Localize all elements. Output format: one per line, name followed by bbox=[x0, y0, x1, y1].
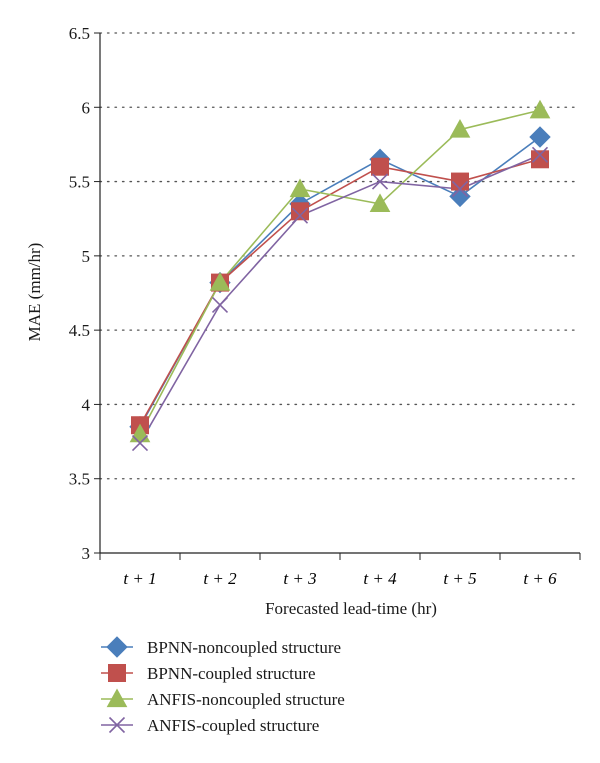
x-tick-label: t + 6 bbox=[523, 569, 557, 588]
data-point-triangle bbox=[369, 193, 391, 212]
data-point-square bbox=[451, 172, 469, 191]
axes bbox=[99, 33, 580, 554]
y-tick-label: 5 bbox=[82, 247, 91, 266]
y-tick-label: 5.5 bbox=[69, 173, 90, 192]
legend-entry: ANFIS-noncoupled structure bbox=[101, 688, 345, 709]
x-axis-ticks: t + 1 t + 2 t + 3 t + 4 t + 5 t + 6 bbox=[99, 553, 581, 588]
x-marker-stroke bbox=[108, 716, 126, 734]
gridlines bbox=[99, 32, 581, 480]
data-point-square bbox=[531, 150, 549, 169]
series-line bbox=[139, 154, 541, 444]
data-point-x bbox=[291, 207, 309, 224]
data-point-triangle bbox=[449, 119, 471, 138]
x-tick-label: t + 5 bbox=[443, 569, 476, 588]
data-point-x bbox=[211, 296, 229, 313]
y-tick-label: 4.5 bbox=[69, 321, 90, 340]
data-point-triangle bbox=[529, 99, 551, 119]
legend-label: ANFIS-noncoupled structure bbox=[147, 690, 345, 709]
data-point-square bbox=[291, 202, 309, 221]
y-axis-ticks: 3 3.5 4 4.5 5 5.5 6 6.5 bbox=[69, 24, 100, 563]
y-tick-label: 4 bbox=[82, 395, 91, 414]
data-point-triangle bbox=[289, 178, 311, 198]
x-marker-stroke bbox=[451, 180, 469, 198]
x-marker-stroke bbox=[291, 207, 309, 224]
x-tick-label: t + 3 bbox=[283, 569, 316, 588]
legend-marker-square bbox=[108, 664, 126, 682]
legend-label: ANFIS-coupled structure bbox=[147, 716, 319, 735]
legend-entry: BPNN-coupled structure bbox=[101, 664, 316, 683]
legend-entry: ANFIS-coupled structure bbox=[101, 716, 319, 735]
data-point-diamond bbox=[449, 185, 471, 208]
legend: BPNN-noncoupled structure BPNN-coupled st… bbox=[101, 636, 345, 735]
x-tick-label: t + 4 bbox=[363, 569, 397, 588]
legend-marker-x bbox=[108, 716, 126, 734]
data-point-x bbox=[131, 434, 149, 452]
y-axis-title: MAE (mm/hr) bbox=[25, 243, 44, 342]
y-tick-label: 6 bbox=[82, 98, 91, 117]
series-layer bbox=[129, 99, 551, 452]
x-axis-title: Forecasted lead-time (hr) bbox=[265, 599, 437, 618]
y-tick-label: 3.5 bbox=[69, 470, 90, 489]
legend-label: BPNN-noncoupled structure bbox=[147, 638, 341, 657]
x-marker-stroke bbox=[131, 434, 149, 452]
x-marker-stroke bbox=[531, 146, 549, 163]
y-tick-label: 3 bbox=[82, 544, 91, 563]
legend-entry: BPNN-noncoupled structure bbox=[101, 636, 341, 658]
data-point-x bbox=[451, 180, 469, 198]
x-tick-label: t + 2 bbox=[203, 569, 237, 588]
x-marker-stroke bbox=[371, 173, 389, 190]
data-point-square bbox=[371, 157, 389, 176]
series-line bbox=[139, 109, 541, 435]
data-point-triangle bbox=[209, 272, 231, 291]
data-point-x bbox=[531, 146, 549, 163]
y-tick-label: 6.5 bbox=[69, 24, 90, 43]
x-tick-label: t + 1 bbox=[123, 569, 156, 588]
x-marker-stroke bbox=[211, 296, 229, 313]
legend-marker-triangle bbox=[106, 688, 128, 708]
legend-label: BPNN-coupled structure bbox=[147, 664, 316, 683]
data-point-x bbox=[371, 173, 389, 190]
legend-marker-diamond bbox=[106, 636, 128, 658]
data-point-diamond bbox=[529, 126, 551, 148]
